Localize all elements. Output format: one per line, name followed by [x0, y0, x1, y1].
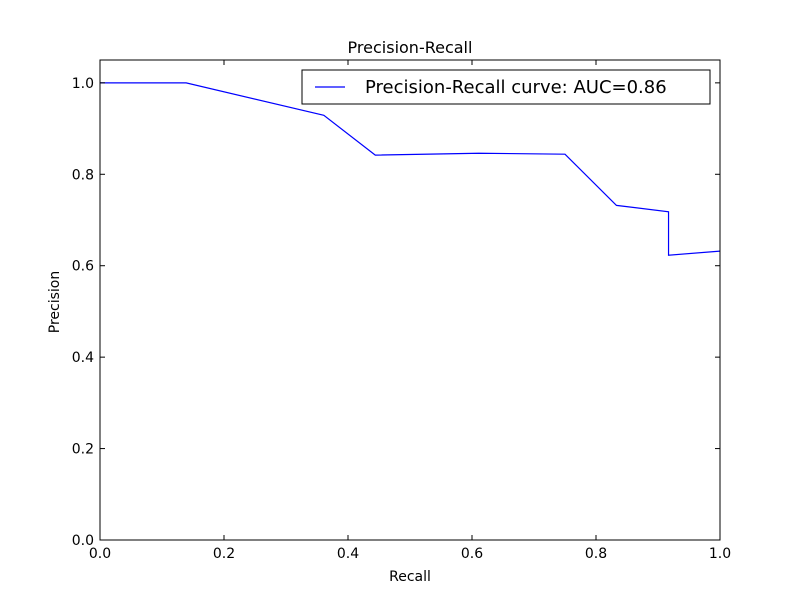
- x-tick-label: 0.8: [585, 546, 607, 562]
- y-tick-label: 0.4: [72, 350, 94, 366]
- plot-frame: [99, 59, 721, 541]
- legend-box: [301, 69, 711, 105]
- x-tick-label: 0.4: [337, 546, 359, 562]
- x-tick-label: 0.0: [89, 546, 111, 562]
- legend-label-0: Precision-Recall curve: AUC=0.86: [365, 77, 667, 98]
- y-tick-label: 0.8: [72, 167, 94, 183]
- x-tick-label: 1.0: [709, 546, 731, 562]
- chart-title: Precision-Recall: [348, 38, 473, 57]
- y-tick-label: 0.0: [72, 533, 94, 549]
- x-tick-label: 0.6: [461, 546, 483, 562]
- y-axis-label: Precision: [47, 271, 63, 333]
- y-tick-label: 0.2: [72, 442, 94, 458]
- y-tick-label: 0.6: [72, 259, 94, 275]
- y-tick-label: 1.0: [72, 76, 94, 92]
- plot-area: 0.0 0.2 0.4 0.6 0.8 1.0 0.0 0.2 0.4 0.6 0.8 1.0 Prec…: [72, 59, 731, 562]
- x-axis-label: Recall: [389, 569, 431, 585]
- x-tick-label: 0.2: [213, 546, 235, 562]
- series-line-0: [100, 82, 720, 256]
- legend: Precision-Recall curve: AUC=0.86: [301, 69, 711, 105]
